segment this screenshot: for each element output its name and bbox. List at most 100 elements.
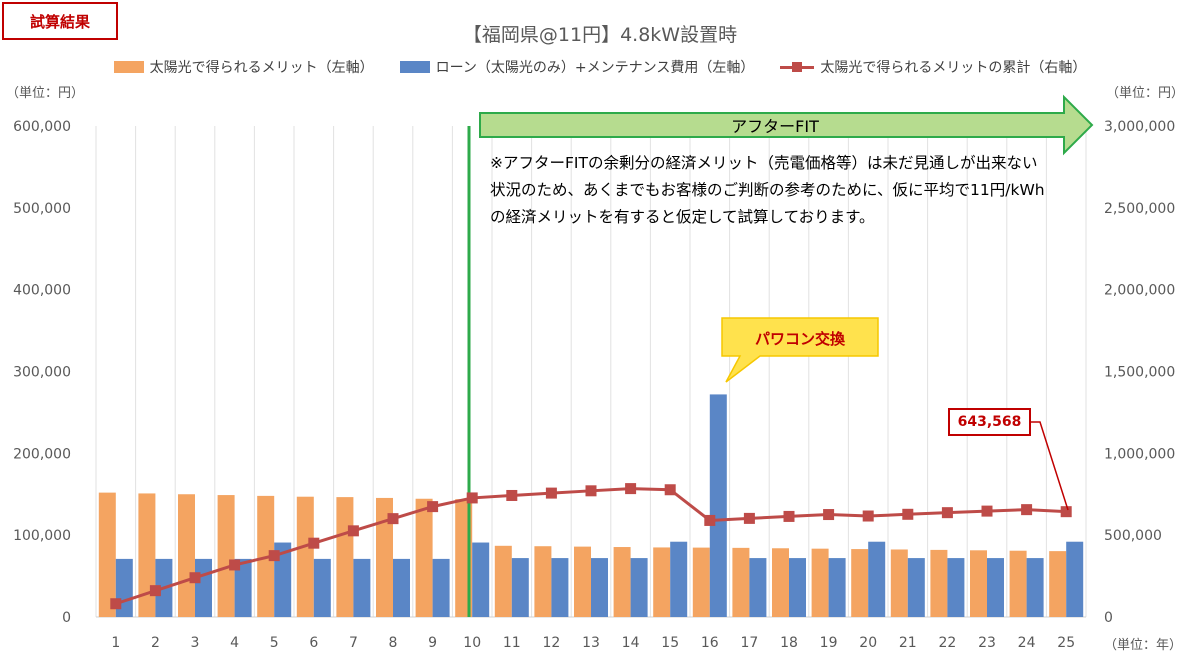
x-tick-label: 6 <box>309 635 318 651</box>
left-tick-label: 500,000 <box>13 201 71 217</box>
legend-item-orange: 太陽光で得られるメリット（左軸） <box>113 57 374 77</box>
cumulative-point <box>149 585 161 597</box>
x-tick-label: 17 <box>740 635 758 651</box>
blue-bar <box>709 394 727 617</box>
left-tick-label: 400,000 <box>13 283 71 299</box>
cumulative-point <box>466 492 478 504</box>
cumulative-point <box>427 501 439 513</box>
x-tick-label: 15 <box>661 635 679 651</box>
legend-item-blue: ローン（太陽光のみ）+メンテナンス費用（左軸） <box>399 57 755 77</box>
blue-bar <box>551 558 569 617</box>
callout-bubble <box>721 317 879 383</box>
left-tick-label: 0 <box>62 610 71 626</box>
x-tick-label: 10 <box>463 635 481 651</box>
blue-bar <box>472 542 490 617</box>
grid-layer <box>95 126 1087 618</box>
orange-bar <box>376 497 393 617</box>
orange-bar <box>415 498 433 617</box>
x-tick-label: 22 <box>938 635 956 651</box>
note-text: ※アフターFITの余剰分の経済メリット（売電価格等）は未だ見通しが出来ない状況の… <box>490 154 1045 226</box>
orange-bar <box>296 496 314 617</box>
cumulative-point <box>981 505 993 517</box>
cum-final-value: 643,568 <box>957 414 1022 430</box>
orange-bar <box>692 547 710 617</box>
blue-bar <box>511 558 529 617</box>
x-tick-label: 16 <box>701 635 719 651</box>
right-tick-label: 3,000,000 <box>1104 119 1175 135</box>
left-tick-label: 100,000 <box>13 528 71 544</box>
x-tick-label: 19 <box>820 635 838 651</box>
blue-bar <box>234 558 252 617</box>
left-axis-unit: （単位：円） <box>6 86 85 101</box>
x-tick-label: 23 <box>978 635 996 651</box>
chart-title: 【福岡県@11円】4.8kW設置時 <box>462 24 738 46</box>
orange-bar <box>336 497 354 617</box>
x-tick-label: 2 <box>151 635 160 651</box>
left-tick-label: 300,000 <box>13 365 71 381</box>
blue-bar <box>749 558 767 617</box>
x-tick-label: 14 <box>622 635 640 651</box>
right-axis-unit: （単位：円） <box>1106 86 1185 101</box>
orange-bar <box>98 492 116 617</box>
cumulative-point <box>347 525 359 537</box>
orange-bar <box>811 548 829 617</box>
orange-bar <box>930 549 948 617</box>
legend-swatch-blue <box>399 61 430 73</box>
cumulative-point <box>664 484 676 496</box>
left-axis-ticks: 0 100,000 200,000 300,000 400,000 500,000 600,… <box>13 119 71 626</box>
blue-bar-series <box>115 394 1084 617</box>
blue-bar <box>907 558 925 617</box>
blue-bar <box>670 541 688 617</box>
blue-bar <box>987 558 1004 617</box>
cum-final-label-box <box>948 408 1031 436</box>
orange-bar <box>178 494 195 617</box>
x-tick-label: 8 <box>389 635 398 651</box>
blue-bar <box>828 558 846 617</box>
x-tick-label: 20 <box>859 635 877 651</box>
blue-bar <box>1026 558 1044 617</box>
cumulative-point <box>506 489 518 501</box>
blue-bar <box>274 542 292 617</box>
blue-bar <box>1066 541 1084 617</box>
orange-bar-series <box>98 492 1067 617</box>
cumulative-line-series <box>110 483 1072 610</box>
cumulative-point <box>308 537 320 549</box>
legend-label-blue: ローン（太陽光のみ）+メンテナンス費用（左軸） <box>435 60 755 76</box>
x-tick-label: 1 <box>111 635 120 651</box>
orange-bar <box>653 547 671 617</box>
blue-bar <box>432 558 450 617</box>
cumulative-point <box>743 512 755 524</box>
blue-bar <box>313 558 331 617</box>
blue-bar <box>591 558 608 617</box>
blue-bar <box>353 558 371 617</box>
x-axis-ticks: 1 2 3 4 5 6 7 8 9 10 11 12 13 14 15 16 17 18 19 20 21 22 23 24 2… <box>111 635 1075 651</box>
orange-bar <box>534 546 552 617</box>
x-tick-label: 5 <box>270 635 279 651</box>
orange-bar <box>890 549 908 617</box>
cumulative-point <box>110 598 122 610</box>
cumulative-point <box>823 509 835 521</box>
right-tick-label: 0 <box>1104 610 1113 626</box>
cumulative-point <box>189 572 201 584</box>
cumulative-point <box>585 485 597 497</box>
legend: 太陽光で得られるメリット（左軸） ローン（太陽光のみ）+メンテナンス費用（左軸）… <box>0 57 1200 77</box>
orange-bar <box>1009 550 1027 617</box>
right-axis-ticks: 0 500,000 1,000,000 1,500,000 2,000,000 2,500… <box>1104 119 1175 626</box>
legend-item-red: 太陽光で得られるメリットの累計（右軸） <box>780 57 1086 77</box>
x-axis-unit: （単位：年） <box>1104 638 1183 653</box>
orange-bar <box>613 547 631 617</box>
left-tick-label: 600,000 <box>13 119 71 135</box>
left-tick-label: 200,000 <box>13 446 71 462</box>
x-tick-label: 25 <box>1057 635 1075 651</box>
x-tick-label: 9 <box>428 635 437 651</box>
orange-bar <box>138 493 156 617</box>
right-tick-label: 500,000 <box>1104 528 1162 544</box>
orange-bar <box>732 547 750 617</box>
blue-bar <box>195 558 212 617</box>
blue-bar <box>868 541 886 617</box>
cumulative-point <box>387 513 399 525</box>
legend-swatch-red <box>780 61 815 73</box>
x-tick-label: 18 <box>780 635 798 651</box>
